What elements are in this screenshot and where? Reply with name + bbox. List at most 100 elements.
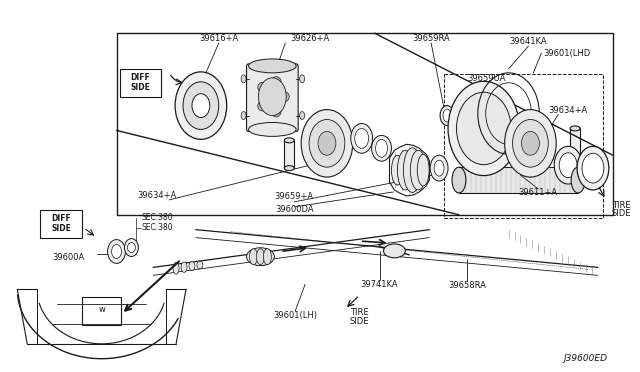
Ellipse shape [318,131,336,155]
Ellipse shape [284,138,294,143]
Ellipse shape [417,154,429,186]
Text: DIFF: DIFF [131,73,150,82]
Ellipse shape [301,110,353,177]
Ellipse shape [259,78,286,116]
Ellipse shape [434,160,444,176]
Ellipse shape [284,166,294,171]
Ellipse shape [197,261,203,269]
Circle shape [512,128,521,137]
Ellipse shape [181,262,187,272]
Ellipse shape [248,59,296,73]
Ellipse shape [175,72,227,140]
Circle shape [526,160,535,169]
Text: 39616+A: 39616+A [199,33,238,43]
Ellipse shape [570,156,580,161]
Bar [570,128,580,158]
Ellipse shape [376,140,387,157]
Text: 39658RA: 39658RA [448,281,486,290]
Ellipse shape [522,131,540,155]
Ellipse shape [108,240,125,263]
Ellipse shape [448,81,520,176]
Ellipse shape [410,150,426,190]
Ellipse shape [559,153,577,177]
Ellipse shape [440,106,454,125]
Circle shape [336,149,345,158]
Ellipse shape [124,238,138,256]
Ellipse shape [513,119,548,167]
Bar [459,167,578,193]
Text: 39601(LH): 39601(LH) [273,311,317,320]
Circle shape [260,86,268,93]
Circle shape [540,128,548,137]
Text: TIRE: TIRE [612,201,630,210]
Text: SIDE: SIDE [612,209,631,218]
Text: 39634+A: 39634+A [548,106,588,115]
Circle shape [271,77,281,87]
Text: 39659RA: 39659RA [412,33,450,43]
Ellipse shape [173,262,179,274]
Ellipse shape [504,110,556,177]
Ellipse shape [183,82,219,129]
Ellipse shape [111,244,122,259]
Ellipse shape [300,75,305,83]
Ellipse shape [570,126,580,131]
Ellipse shape [351,124,372,153]
Text: SIDE: SIDE [51,224,71,233]
Ellipse shape [248,122,296,137]
Text: 39641KA: 39641KA [509,36,547,46]
Ellipse shape [403,148,421,192]
Ellipse shape [241,112,246,119]
Text: 39626+A: 39626+A [291,33,330,43]
Circle shape [269,79,276,86]
Ellipse shape [577,146,609,190]
Circle shape [258,101,268,111]
Circle shape [279,92,289,102]
Text: 39601(LHD: 39601(LHD [543,48,591,58]
Text: 39741KA: 39741KA [361,280,398,289]
Circle shape [323,118,332,127]
Bar [120,69,161,97]
Text: DIFF: DIFF [51,214,71,223]
Circle shape [258,82,268,92]
Ellipse shape [257,249,264,264]
Bar [284,140,294,168]
Ellipse shape [189,262,195,270]
Circle shape [512,149,521,158]
Circle shape [540,149,548,158]
FancyBboxPatch shape [246,64,298,131]
Ellipse shape [443,109,451,122]
Ellipse shape [392,155,403,185]
Ellipse shape [452,167,466,193]
Bar [40,210,82,238]
Ellipse shape [355,128,369,148]
Circle shape [336,128,345,137]
Ellipse shape [250,249,257,264]
Text: 39659UA: 39659UA [468,74,506,83]
Ellipse shape [309,119,345,167]
Text: 39634+A: 39634+A [138,192,177,201]
Circle shape [308,149,317,158]
Ellipse shape [127,243,136,253]
Ellipse shape [571,167,585,193]
Circle shape [526,118,535,127]
Circle shape [271,107,281,117]
Bar [82,297,122,325]
Ellipse shape [430,155,448,181]
Text: 39636+A: 39636+A [566,161,605,170]
Ellipse shape [192,94,210,118]
Circle shape [308,128,317,137]
Text: SEC.380: SEC.380 [141,213,173,222]
Circle shape [278,86,284,93]
Text: w: w [98,305,105,314]
Text: J39600ED: J39600ED [564,354,608,363]
Text: 39659+A: 39659+A [275,192,314,201]
Ellipse shape [372,135,392,161]
Ellipse shape [241,75,246,83]
Circle shape [278,100,284,107]
Ellipse shape [397,150,413,190]
Bar [444,74,603,218]
Text: 39611+A: 39611+A [519,189,558,198]
Ellipse shape [554,146,582,184]
Text: TIRE: TIRE [350,308,369,317]
Text: 39600A: 39600A [52,253,84,262]
